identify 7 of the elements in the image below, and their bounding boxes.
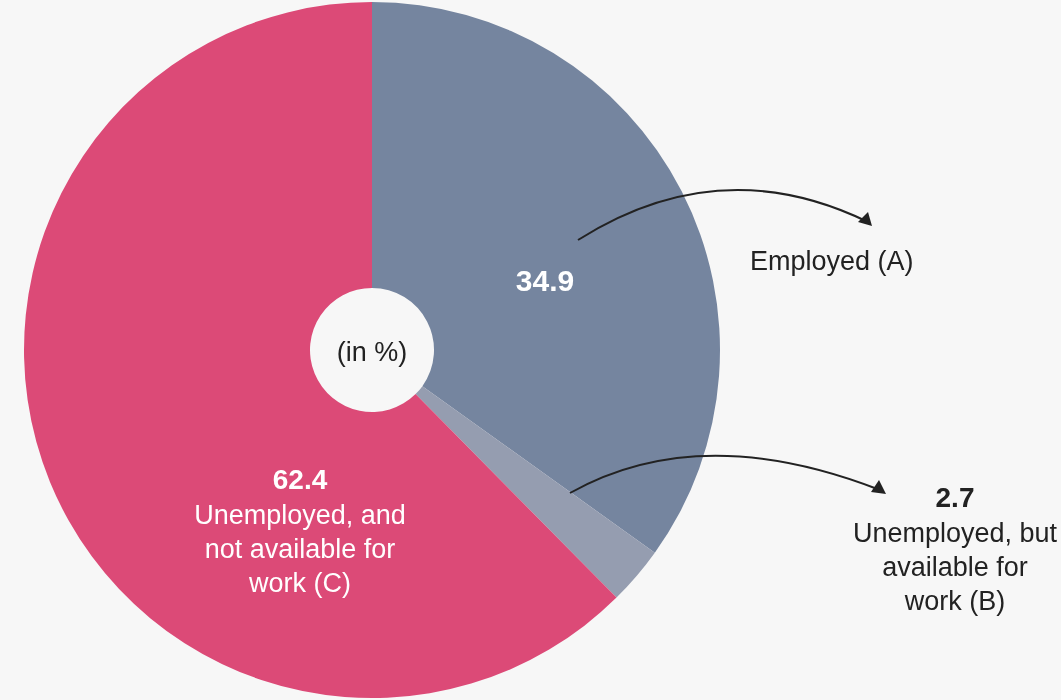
slice-label: Unemployed, but available for work (B) [852,518,1058,616]
slice-label: Employed (A) [750,245,914,276]
data-label: 62.4 [272,463,328,495]
text: (in %) [336,337,408,367]
data-label: 34.9 [515,263,575,297]
data-label: 2.7 [935,481,975,513]
slice-label: Unemployed, and not available for work (C) [194,500,406,598]
